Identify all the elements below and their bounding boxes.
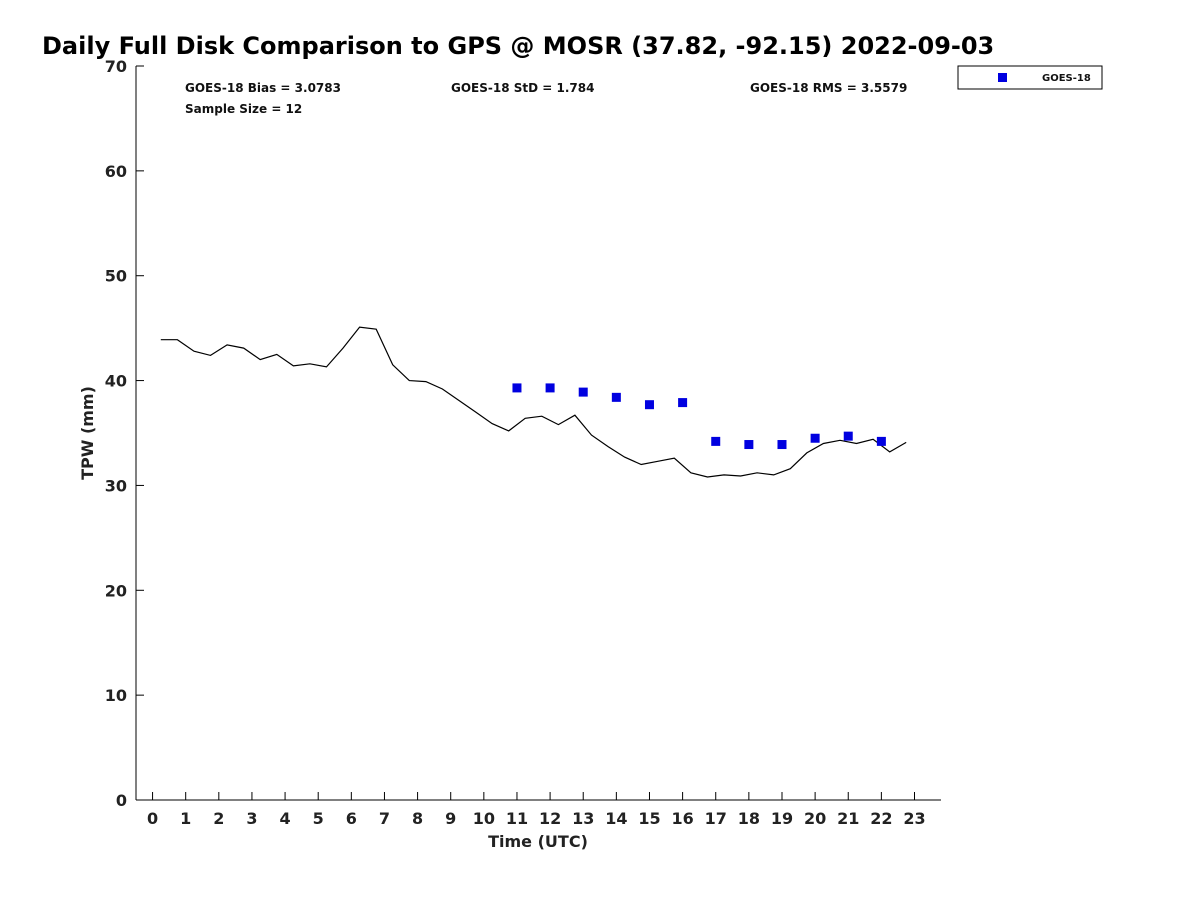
goes18-point (876, 436, 886, 446)
x-tick-label: 7 (379, 809, 390, 828)
y-tick-label: 0 (116, 791, 127, 810)
goes18-point (678, 398, 688, 408)
goes18-point (744, 440, 754, 450)
x-tick-label: 9 (445, 809, 456, 828)
x-tick-label: 5 (313, 809, 324, 828)
goes18-point (810, 433, 820, 443)
goes18-point (545, 383, 555, 393)
gps-line (160, 326, 907, 478)
x-tick-label: 22 (870, 809, 892, 828)
goes18-point (843, 431, 853, 441)
x-tick-label: 4 (280, 809, 291, 828)
stat-sample-size: Sample Size = 12 (185, 102, 302, 116)
x-tick-label: 19 (771, 809, 793, 828)
x-tick-label: 18 (738, 809, 760, 828)
y-ticks: 0 10 20 30 40 50 60 70 (105, 57, 144, 810)
goes18-point (512, 383, 522, 393)
x-tick-label: 6 (346, 809, 357, 828)
x-tick-label: 10 (473, 809, 495, 828)
legend-box (957, 65, 1103, 90)
y-tick-label: 10 (105, 686, 127, 705)
y-tick-label: 60 (105, 162, 127, 181)
x-tick-label: 12 (539, 809, 561, 828)
y-tick-label: 20 (105, 581, 127, 600)
x-tick-label: 23 (903, 809, 925, 828)
legend-marker-goes18 (998, 73, 1007, 82)
x-ticks: 0 1 2 3 4 5 6 7 8 9 10 11 12 13 14 15 16 17 18 19 20 21 22 23 (147, 792, 926, 828)
x-tick-label: 14 (605, 809, 627, 828)
y-tick-label: 40 (105, 372, 127, 391)
x-tick-label: 17 (705, 809, 727, 828)
series-layer (160, 326, 907, 478)
x-tick-label: 16 (671, 809, 693, 828)
legend-label-goes18: GOES-18 (1042, 73, 1091, 84)
goes18-point (611, 392, 621, 402)
x-tick-label: 20 (804, 809, 826, 828)
x-tick-label: 2 (213, 809, 224, 828)
x-tick-label: 8 (412, 809, 423, 828)
x-tick-label: 0 (147, 809, 158, 828)
y-axis-label: TPW (mm) (78, 386, 97, 480)
x-tick-label: 21 (837, 809, 859, 828)
goes18-point (644, 400, 654, 410)
x-tick-label: 15 (638, 809, 660, 828)
y-tick-label: 30 (105, 476, 127, 495)
x-tick-label: 13 (572, 809, 594, 828)
y-tick-label: 50 (105, 267, 127, 286)
x-axis-label: Time (UTC) (488, 832, 588, 851)
goes18-point (711, 436, 721, 446)
x-tick-label: 3 (246, 809, 257, 828)
y-tick-label: 70 (105, 57, 127, 76)
stat-bias: GOES-18 Bias = 3.0783 (185, 81, 341, 95)
x-tick-label: 1 (180, 809, 191, 828)
stat-rms: GOES-18 RMS = 3.5579 (750, 81, 907, 95)
chart-title: Daily Full Disk Comparison to GPS @ MOSR… (42, 32, 994, 60)
goes18-point (777, 440, 787, 450)
x-tick-label: 11 (506, 809, 528, 828)
stat-std: GOES-18 StD = 1.784 (451, 81, 594, 95)
goes18-point (578, 387, 588, 397)
